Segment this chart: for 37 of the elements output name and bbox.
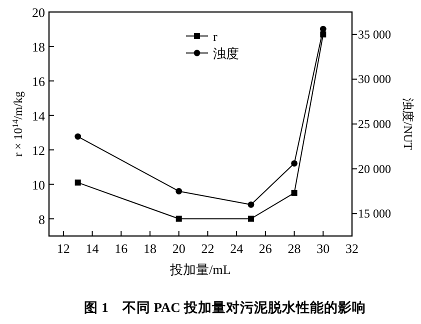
point [176, 188, 182, 194]
y2-axis-title: 浊度/NUT [401, 98, 415, 151]
x-tick-label: 32 [346, 241, 358, 256]
y-tick-label: 18 [32, 39, 45, 54]
y2-tick-label: 15 000 [358, 206, 391, 221]
y-tick-label: 16 [32, 74, 46, 89]
y-tick-label: 8 [38, 212, 45, 227]
point [291, 160, 298, 167]
point [248, 201, 254, 208]
point [248, 216, 254, 222]
y-tick-label: 14 [32, 108, 46, 124]
x-tick-label: 28 [288, 241, 301, 256]
y2-tick-label: 30 000 [358, 72, 391, 86]
point [320, 26, 326, 32]
legend-label: 浊度 [213, 46, 239, 61]
caption: 图 1 不同 PAC 投加量对污泥脱水性能的影响 [84, 300, 366, 315]
x-tick-label: 12 [56, 241, 70, 256]
x-tick-label: 26 [258, 241, 272, 256]
y-tick-label: 10 [32, 177, 45, 192]
point [176, 216, 182, 222]
x-tick-label: 30 [316, 241, 330, 256]
x-tick-label: 16 [114, 241, 128, 256]
x-tick-label: 18 [144, 241, 156, 256]
y-tick-label: 12 [32, 142, 45, 158]
point [291, 190, 298, 196]
x-tick-label: 22 [201, 241, 214, 256]
x-axis-title: 投加量/mL [169, 262, 231, 277]
x-tick-label: 14 [86, 241, 100, 256]
y2-tick-label: 35 000 [358, 27, 391, 42]
y2-tick-label: 25 000 [358, 117, 391, 131]
y-tick-label: 20 [32, 5, 45, 20]
y2-tick-label: 20 000 [358, 162, 391, 176]
point [74, 180, 81, 186]
legend-label: r [213, 29, 218, 44]
x-tick-label: 20 [172, 241, 186, 256]
x-tick-label: 24 [230, 241, 244, 256]
point [74, 133, 82, 140]
